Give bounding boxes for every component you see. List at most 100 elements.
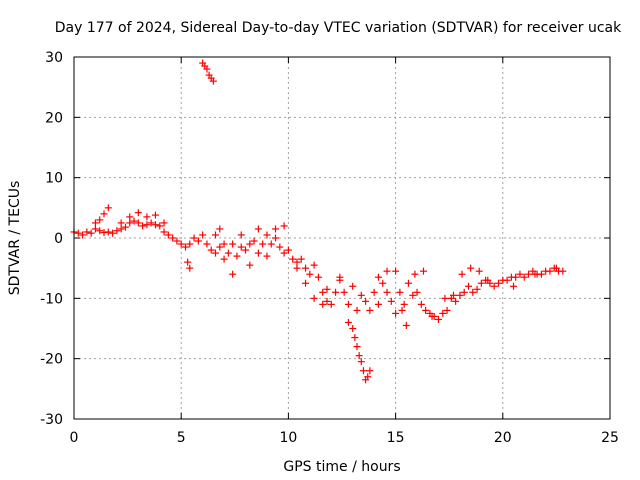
data-point — [460, 288, 468, 296]
data-point — [417, 300, 425, 308]
data-point — [314, 273, 322, 281]
plot-frame — [73, 56, 611, 420]
x-tick-label: 25 — [601, 430, 619, 446]
data-point — [104, 204, 112, 212]
data-point — [441, 294, 449, 302]
data-point — [297, 255, 305, 263]
data-point — [510, 282, 518, 290]
data-point — [475, 267, 483, 275]
data-point — [398, 306, 406, 314]
data-point — [280, 249, 288, 257]
data-point — [310, 294, 318, 302]
data-point — [143, 221, 151, 229]
y-axis-label: SDTVAR / TECUs — [7, 181, 23, 296]
data-point — [190, 234, 198, 242]
data-point — [250, 237, 258, 245]
data-point — [156, 222, 164, 230]
y-tick-label: -20 — [40, 352, 63, 368]
data-point — [220, 255, 228, 263]
data-point — [289, 255, 297, 263]
data-point — [364, 373, 372, 381]
data-point — [74, 229, 82, 237]
data-point — [490, 282, 498, 290]
data-point — [404, 279, 412, 287]
data-point — [212, 231, 220, 239]
data-point — [272, 225, 280, 233]
data-point — [109, 229, 117, 237]
data-point — [327, 300, 335, 308]
data-point — [186, 240, 194, 248]
data-point — [520, 273, 528, 281]
data-point — [169, 234, 177, 242]
data-point — [422, 306, 430, 314]
data-point — [117, 225, 125, 233]
y-tick-label: 20 — [45, 110, 63, 126]
data-point — [366, 367, 374, 375]
x-tick-label: 15 — [387, 430, 405, 446]
data-point — [332, 288, 340, 296]
data-point — [349, 325, 357, 332]
data-point — [151, 221, 159, 229]
data-point — [246, 240, 254, 248]
data-point — [392, 267, 400, 275]
data-point — [449, 291, 457, 299]
x-tick-label: 0 — [70, 430, 79, 446]
data-point — [134, 209, 142, 217]
data-point — [531, 270, 539, 278]
y-tick-label: -10 — [40, 291, 63, 307]
data-point — [323, 285, 331, 293]
data-point — [203, 65, 211, 73]
data-point — [207, 246, 215, 254]
data-point — [302, 279, 310, 287]
data-point — [216, 225, 224, 233]
data-point — [139, 222, 147, 230]
data-point — [357, 358, 365, 366]
data-point — [525, 270, 533, 278]
data-point — [263, 252, 271, 260]
data-point — [537, 270, 545, 278]
data-point — [216, 243, 224, 251]
data-point — [160, 228, 168, 236]
y-tick-label: 0 — [54, 231, 63, 247]
data-point — [272, 234, 280, 242]
data-point — [419, 267, 427, 275]
data-point — [402, 321, 410, 329]
data-point — [546, 267, 554, 275]
data-point — [349, 282, 357, 290]
data-point — [319, 288, 327, 296]
data-point — [344, 318, 352, 326]
data-point — [160, 219, 168, 227]
data-point — [246, 261, 254, 269]
data-point — [310, 261, 318, 269]
data-point — [96, 227, 104, 235]
data-point — [484, 276, 492, 284]
data-point — [203, 240, 211, 248]
x-axis-label: GPS time / hours — [283, 459, 400, 475]
data-point — [464, 282, 472, 290]
data-point — [340, 288, 348, 296]
x-tick-label: 10 — [279, 430, 297, 446]
data-point — [100, 229, 108, 237]
data-point — [473, 285, 481, 293]
data-point — [503, 276, 511, 284]
data-point — [280, 222, 288, 230]
data-point — [374, 273, 382, 281]
data-point — [126, 213, 134, 221]
data-point — [104, 228, 112, 236]
data-point — [387, 297, 395, 305]
data-point — [259, 240, 267, 248]
data-point — [374, 300, 382, 308]
data-point — [362, 297, 370, 305]
data-point — [443, 306, 451, 314]
data-point — [194, 237, 202, 245]
data-point — [143, 213, 151, 221]
y-tick-label: -30 — [40, 412, 63, 428]
data-point — [121, 223, 129, 231]
data-point — [91, 219, 99, 227]
data-point — [173, 237, 181, 245]
data-point — [353, 306, 361, 314]
data-point — [293, 258, 301, 266]
data-point — [413, 288, 421, 296]
y-tick-label: 10 — [45, 171, 63, 187]
